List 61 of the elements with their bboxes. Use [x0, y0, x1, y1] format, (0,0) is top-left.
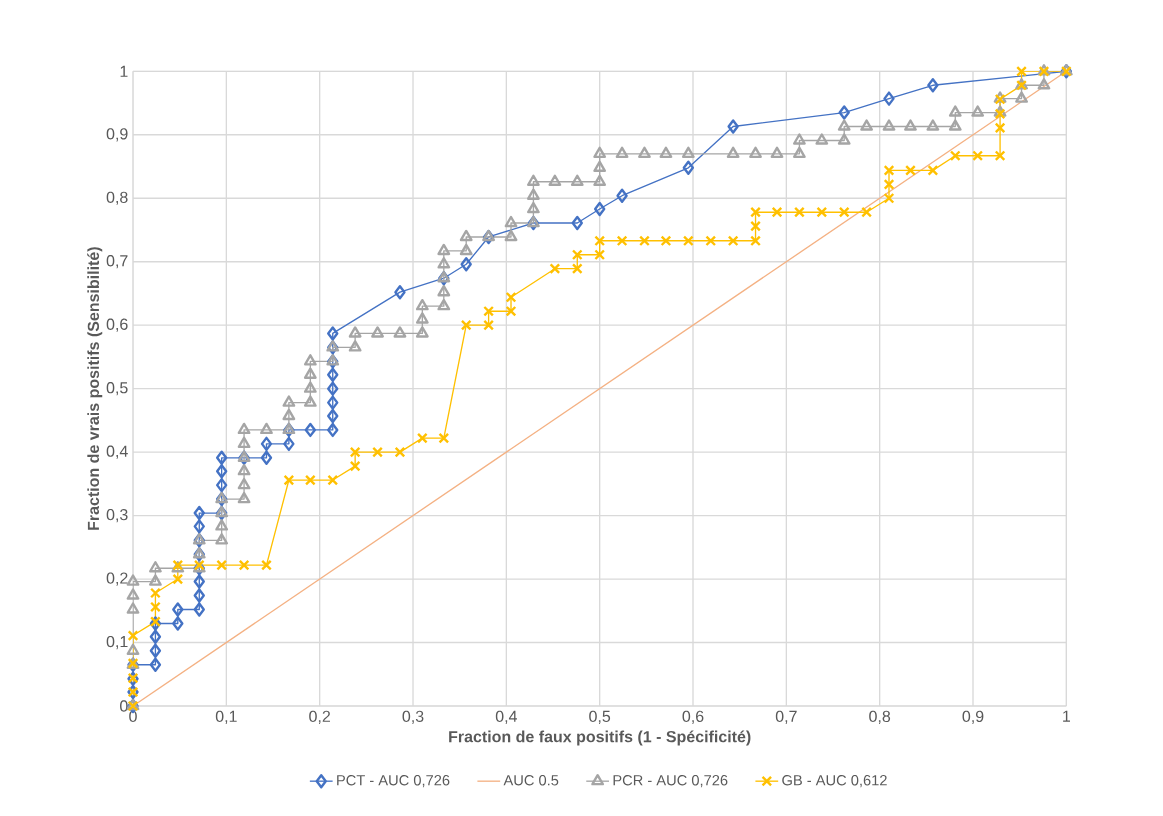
- y-tick-label: 1: [120, 65, 128, 77]
- point: [304, 422, 317, 438]
- point: [616, 188, 628, 203]
- x-tick-label: 0,1: [215, 710, 237, 724]
- x-tick-label: 0,4: [495, 710, 517, 724]
- point: [215, 450, 228, 466]
- x-tick-label: 0,9: [962, 710, 984, 724]
- y-tick-label: 0,5: [106, 382, 128, 396]
- point: [172, 616, 184, 631]
- point: [327, 381, 339, 396]
- point: [682, 160, 695, 175]
- point: [327, 422, 339, 438]
- point: [327, 408, 339, 424]
- legend-label: AUC 0.5: [503, 775, 559, 786]
- point: [193, 505, 205, 521]
- legend-label: PCT - AUC 0,726: [337, 775, 450, 788]
- y-tick-label: 0,1: [106, 635, 128, 650]
- x-tick-label: 0,5: [589, 710, 611, 724]
- x-tick-label: 0,3: [402, 710, 424, 724]
- x-tick-label: 1: [1063, 710, 1070, 722]
- y-axis-title: Fraction de vrais positifs (Sensibilité): [87, 247, 103, 530]
- x-tick-label: 0,8: [869, 710, 891, 724]
- point: [327, 326, 339, 341]
- point: [149, 643, 162, 658]
- point: [149, 629, 162, 644]
- point: [883, 91, 895, 106]
- x-tick-label: 0,6: [682, 710, 704, 724]
- legend-label: PCR - AUC 0,726: [613, 775, 728, 788]
- point: [193, 574, 205, 589]
- x-tick-label: 0,7: [775, 710, 797, 724]
- point: [283, 436, 295, 452]
- y-tick-label: 0,2: [106, 572, 128, 586]
- y-tick-label: 0: [120, 700, 128, 712]
- point: [327, 367, 339, 382]
- point: [571, 215, 583, 231]
- point: [260, 436, 273, 452]
- y-tick-label: 0,3: [106, 508, 128, 523]
- y-tick-label: 0,8: [106, 191, 128, 205]
- point: [193, 588, 205, 603]
- x-axis-title: Fraction de faux positifs (1 - Spécificité): [449, 730, 751, 746]
- point: [215, 477, 228, 493]
- point: [593, 201, 606, 217]
- point: [149, 657, 162, 672]
- y-tick-label: 0,9: [106, 128, 128, 142]
- point: [193, 602, 205, 617]
- legend-label: GB - AUC 0,612: [782, 775, 887, 788]
- point: [727, 119, 739, 134]
- point: [327, 395, 339, 410]
- y-tick-label: 0,6: [106, 318, 128, 332]
- point: [172, 602, 184, 617]
- point: [260, 450, 273, 466]
- x-tick-label: 0,2: [309, 710, 330, 724]
- point: [927, 78, 939, 93]
- y-tick-label: 0,7: [106, 255, 128, 269]
- point: [394, 284, 406, 300]
- point: [460, 257, 472, 272]
- x-tick-label: 0: [129, 710, 137, 723]
- point: [193, 519, 205, 534]
- point: [215, 463, 228, 479]
- point: [838, 105, 850, 120]
- y-tick-label: 0,4: [106, 445, 128, 459]
